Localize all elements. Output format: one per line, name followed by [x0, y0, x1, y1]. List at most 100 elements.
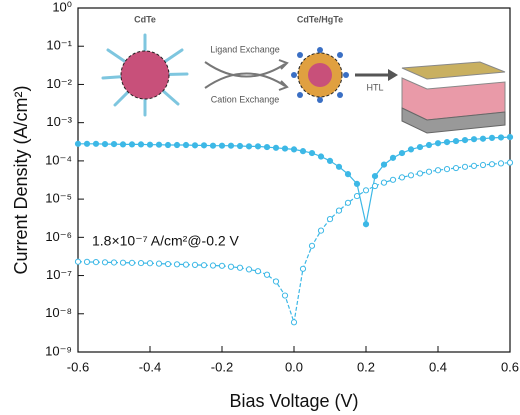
data-point	[425, 141, 433, 149]
data-point	[299, 148, 307, 155]
data-point	[200, 142, 208, 149]
data-point	[236, 142, 244, 150]
data-point	[173, 261, 181, 268]
data-point	[506, 133, 514, 141]
data-point	[479, 135, 487, 142]
data-point	[173, 141, 181, 149]
data-point	[497, 160, 505, 167]
x-tick-label: -0.2	[211, 359, 233, 374]
data-point	[488, 134, 496, 141]
data-point	[245, 143, 253, 150]
data-point	[209, 262, 217, 269]
data-point	[497, 134, 505, 141]
data-point	[281, 292, 289, 299]
data-point	[362, 221, 370, 228]
inset-illustration	[101, 33, 506, 134]
data-point	[470, 162, 478, 169]
data-point	[74, 258, 82, 265]
y-tick-label: 10⁻⁵	[45, 191, 72, 206]
data-point	[308, 149, 316, 157]
data-point	[317, 153, 325, 160]
data-point	[272, 144, 280, 151]
data-point	[218, 262, 226, 269]
data-point	[416, 170, 424, 177]
data-point	[290, 146, 298, 153]
y-tick-label: 10⁻⁷	[46, 267, 72, 282]
annotation: 1.8×10⁻⁷ A/cm²@-0.2 V	[92, 233, 240, 249]
data-point	[353, 180, 361, 188]
data-point	[218, 142, 226, 149]
data-point	[83, 140, 91, 147]
data-point	[146, 141, 154, 148]
data-point	[452, 164, 460, 172]
data-point	[326, 157, 334, 164]
data-point	[398, 174, 406, 181]
data-point	[425, 168, 433, 175]
data-point	[272, 278, 280, 285]
data-point	[110, 259, 118, 266]
data-point	[101, 140, 109, 148]
inset-label: CdTe	[134, 14, 156, 24]
data-point	[137, 259, 145, 267]
y-tick-label: 10⁻⁶	[45, 229, 72, 244]
data-point	[146, 260, 154, 267]
x-tick-label: 0.0	[285, 359, 303, 374]
data-point	[317, 227, 325, 234]
data-point	[506, 159, 514, 166]
data-point	[227, 142, 235, 149]
data-point	[200, 262, 208, 269]
inset-label: CdTe/HgTe	[297, 14, 343, 24]
data-point	[92, 258, 100, 266]
y-tick-label: 10⁻³	[46, 114, 72, 129]
data-point	[488, 161, 496, 168]
data-point	[407, 146, 415, 153]
data-point	[101, 259, 109, 266]
y-tick-label: 10⁰	[52, 0, 72, 14]
data-point	[398, 149, 406, 157]
x-tick-label: -0.6	[67, 359, 89, 374]
data-point	[434, 167, 442, 174]
data-point	[128, 141, 136, 148]
inset-label: Ligand Exchange	[210, 44, 280, 54]
data-point	[74, 140, 82, 147]
data-point	[209, 142, 217, 149]
data-point	[308, 242, 316, 249]
data-point	[479, 161, 487, 169]
data-point	[389, 154, 397, 161]
inset-label: HTL	[366, 82, 383, 92]
data-point	[452, 137, 460, 145]
data-point	[182, 141, 190, 149]
data-point	[281, 145, 289, 152]
data-point	[326, 215, 334, 223]
y-tick-label: 10⁻¹	[46, 38, 72, 53]
data-point	[461, 163, 469, 170]
data-point	[245, 266, 253, 273]
data-point	[335, 163, 343, 170]
data-point	[254, 268, 262, 275]
data-point	[380, 179, 388, 186]
data-point	[344, 171, 352, 178]
data-point	[155, 141, 163, 148]
data-point	[470, 136, 478, 143]
x-tick-label: 0.4	[429, 359, 447, 374]
data-point	[137, 141, 145, 148]
data-point	[371, 182, 379, 190]
data-point	[119, 259, 127, 266]
y-axis-title: Current Density (A/cm²)	[11, 85, 31, 274]
x-tick-label: -0.4	[139, 359, 161, 374]
data-point	[290, 319, 298, 326]
data-point	[443, 165, 451, 173]
data-point	[92, 140, 100, 147]
data-point	[83, 258, 91, 265]
data-point	[407, 172, 415, 179]
data-point	[263, 271, 271, 278]
y-tick-label: 10⁻⁹	[45, 343, 72, 358]
x-tick-label: 0.2	[357, 359, 375, 374]
data-point	[263, 143, 271, 151]
data-point	[299, 265, 307, 272]
data-point	[227, 263, 235, 270]
data-point	[182, 261, 190, 268]
inset-label: Cation Exchange	[211, 94, 280, 104]
data-point	[371, 172, 379, 180]
